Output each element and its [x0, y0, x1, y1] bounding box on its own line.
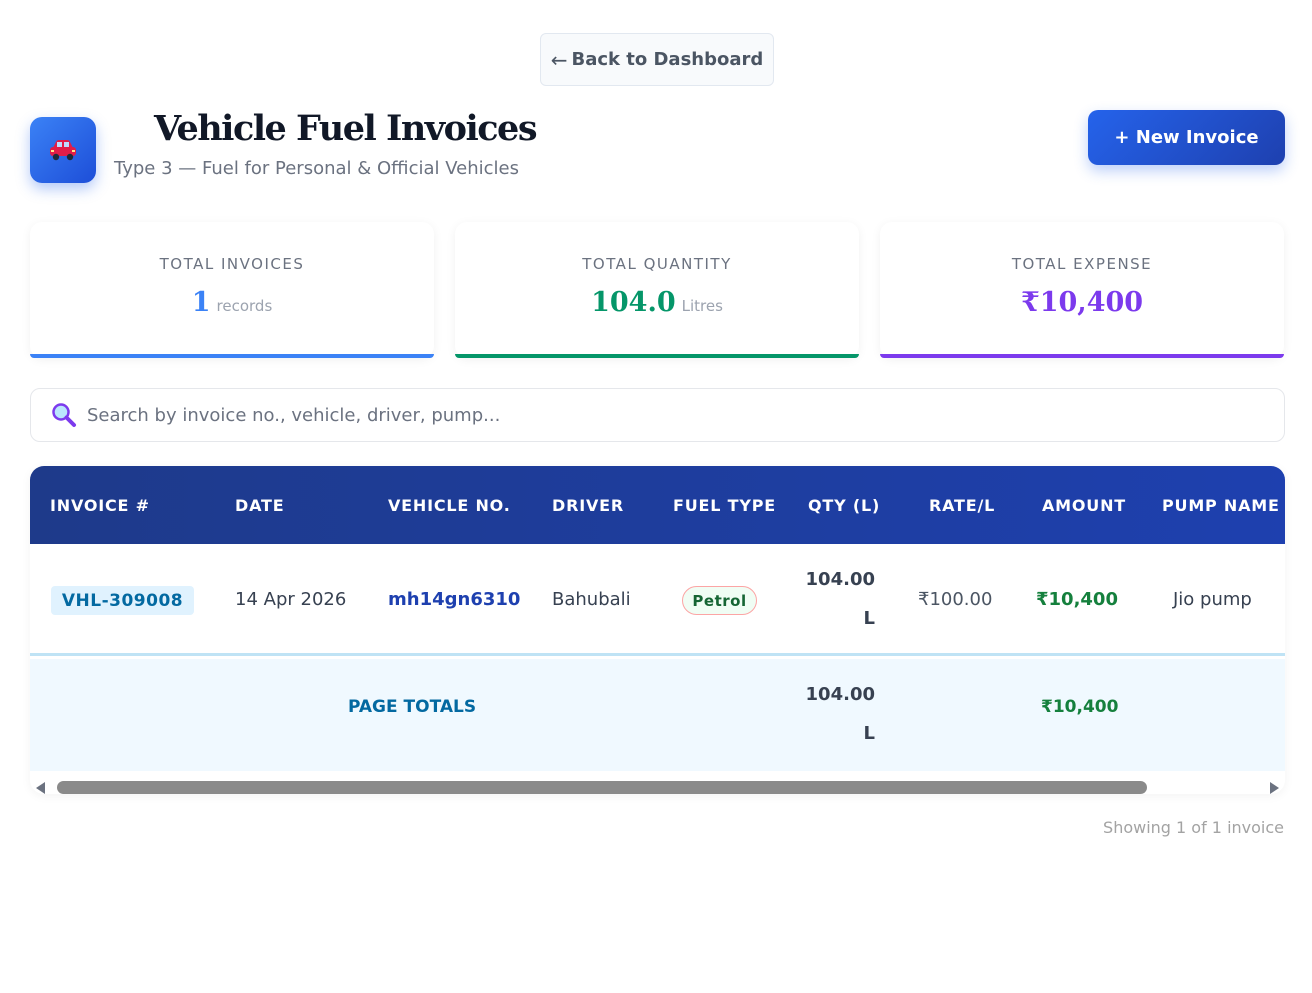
stat-label: TOTAL INVOICES	[159, 255, 305, 273]
column-header-qty[interactable]: QTY (L)	[808, 496, 881, 515]
stat-label: TOTAL QUANTITY	[582, 255, 732, 273]
driver-name: Bahubali	[552, 589, 631, 610]
horizontal-scrollbar[interactable]	[30, 771, 1285, 794]
stat-accent-bar	[30, 354, 434, 358]
scroll-right-arrow-icon[interactable]	[1270, 782, 1279, 794]
stat-accent-bar	[455, 354, 859, 358]
totals-qty-unit: L	[863, 723, 875, 744]
search-input[interactable]	[87, 404, 1237, 426]
search-box	[30, 388, 1285, 442]
page-totals-row: PAGE TOTALS 104.00 L ₹10,400	[30, 659, 1285, 771]
column-header-vehicle[interactable]: VEHICLE NO.	[388, 496, 511, 515]
new-invoice-button[interactable]: + New Invoice	[1088, 110, 1285, 165]
stat-accent-bar	[880, 354, 1284, 358]
car-icon	[30, 117, 96, 183]
invoice-table: INVOICE # DATE VEHICLE NO. DRIVER FUEL T…	[30, 466, 1285, 794]
page-totals-label: PAGE TOTALS	[348, 697, 477, 717]
column-header-driver[interactable]: DRIVER	[552, 496, 624, 515]
vehicle-number: mh14gn6310	[388, 589, 521, 610]
column-header-date[interactable]: DATE	[235, 496, 285, 515]
scroll-left-arrow-icon[interactable]	[36, 782, 45, 794]
totals-amount: ₹10,400	[1041, 697, 1119, 717]
column-header-invoice[interactable]: INVOICE #	[50, 496, 150, 515]
scrollbar-thumb[interactable]	[57, 781, 1147, 794]
totals-qty-value: 104.00	[805, 684, 875, 705]
column-header-fuel-type[interactable]: FUEL TYPE	[673, 496, 776, 515]
column-header-amount[interactable]: AMOUNT	[1042, 496, 1127, 515]
rate-per-litre: ₹100.00	[918, 589, 993, 610]
stat-unit: records	[216, 297, 273, 315]
invoice-number-badge[interactable]: VHL-309008	[51, 586, 194, 615]
stat-card-total-invoices: TOTAL INVOICES 1 records	[30, 222, 434, 358]
fuel-type-badge: Petrol	[682, 586, 757, 615]
table-header: INVOICE # DATE VEHICLE NO. DRIVER FUEL T…	[30, 466, 1285, 544]
stat-unit: Litres	[681, 297, 723, 315]
qty-unit: L	[863, 608, 875, 629]
table-row[interactable]: VHL-309008 14 Apr 2026 mh14gn6310 Bahuba…	[30, 544, 1285, 656]
pump-name: Jio pump	[1173, 589, 1252, 610]
qty-cell: 104.00 L	[755, 560, 875, 638]
page-subtitle: Type 3 — Fuel for Personal & Official Ve…	[114, 158, 519, 179]
stat-value: ₹10,400	[1020, 287, 1144, 318]
page-title: Vehicle Fuel Invoices	[154, 108, 538, 149]
amount-value: ₹10,400	[1036, 589, 1118, 610]
arrow-left-icon: ←	[550, 47, 568, 72]
stat-card-total-expense: TOTAL EXPENSE ₹10,400	[880, 222, 1284, 358]
stat-value: 1	[191, 287, 211, 318]
totals-qty-cell: 104.00 L	[755, 675, 875, 753]
column-header-rate[interactable]: RATE/L	[929, 496, 996, 515]
column-header-pump[interactable]: PUMP NAME	[1162, 496, 1280, 515]
back-button-label: Back to Dashboard	[571, 49, 764, 70]
stat-card-total-quantity: TOTAL QUANTITY 104.0 Litres	[455, 222, 859, 358]
stat-label: TOTAL EXPENSE	[1011, 255, 1153, 273]
qty-value: 104.00	[805, 569, 875, 590]
invoice-date: 14 Apr 2026	[235, 589, 347, 610]
back-to-dashboard-button[interactable]: ← Back to Dashboard	[540, 33, 774, 86]
stat-value: 104.0	[591, 287, 676, 318]
pagination-summary: Showing 1 of 1 invoice	[1103, 818, 1284, 837]
magnifier-icon	[52, 403, 76, 427]
